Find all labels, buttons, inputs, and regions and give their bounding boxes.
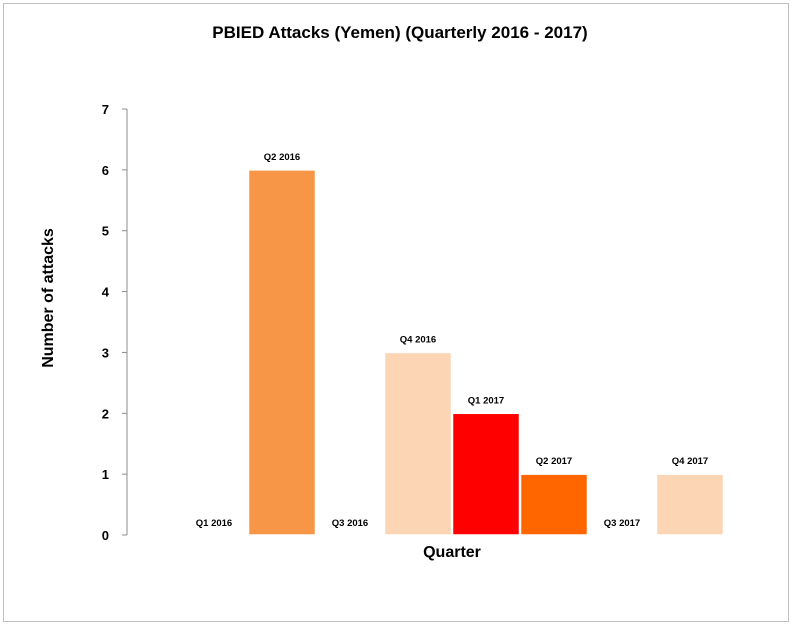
bar [451,412,521,536]
y-axis-label: Number of attacks [40,228,57,368]
data-label: Q3 2017 [604,518,640,529]
x-axis-label: Quarter [423,544,481,561]
y-tick-label: 0 [102,528,109,543]
bars [247,169,725,536]
data-label: Q1 2017 [468,395,504,406]
data-label: Q1 2016 [196,518,232,529]
data-label: Q4 2017 [672,456,708,467]
y-tick-label: 6 [102,163,109,178]
y-tick-label: 3 [102,345,109,360]
y-tick-label: 7 [102,102,109,117]
bar [655,473,725,536]
data-labels: Q1 2016 Q2 2016 Q3 2016 Q4 2016 Q1 2017 Q2 20… [196,152,708,529]
data-label: Q2 2016 [264,152,300,163]
y-tick-label: 2 [102,406,109,421]
bar [247,169,317,536]
data-label: Q2 2017 [536,456,572,467]
y-axis-ticks: 0 1 2 3 4 5 6 7 [102,102,127,543]
y-tick-label: 1 [102,467,109,482]
bar [383,351,453,536]
data-label: Q3 2016 [332,518,368,529]
data-label: Q4 2016 [400,334,436,345]
y-tick-label: 4 [102,285,110,300]
bar [519,473,589,536]
y-tick-label: 5 [102,224,109,239]
chart-title: PBIED Attacks (Yemen) (Quarterly 2016 - … [212,23,587,42]
